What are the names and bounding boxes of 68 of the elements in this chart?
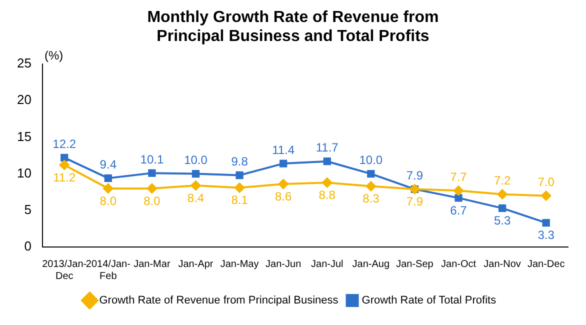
point xyxy=(498,204,506,212)
data-label: 6.7 xyxy=(450,203,468,218)
x-tick-label: Jan-Sep xyxy=(396,258,434,270)
data-label: 7.0 xyxy=(538,175,555,190)
data-label: 8.6 xyxy=(274,189,292,204)
data-label: 12.2 xyxy=(52,137,76,152)
point xyxy=(323,158,331,166)
legend-label: Growth Rate of Total Profits xyxy=(362,294,497,307)
x-tick-label: Jan-Aug xyxy=(352,258,390,270)
point xyxy=(367,170,375,178)
data-label: 7.7 xyxy=(450,170,468,184)
point xyxy=(322,178,332,188)
point xyxy=(104,174,112,182)
chart-title: Monthly Growth Rate of Revenue from Principal Business and Total Profits xyxy=(146,8,440,46)
x-tick-label: 2014/Jan-Feb xyxy=(86,258,130,282)
point xyxy=(59,160,70,170)
point xyxy=(366,181,376,192)
point xyxy=(497,189,508,200)
data-label: 9.8 xyxy=(231,154,248,169)
x-tick-label: Jan-Jul xyxy=(311,258,344,270)
data-label: 7.9 xyxy=(406,194,424,208)
data-label: 10.0 xyxy=(359,153,383,168)
point xyxy=(146,183,157,194)
data-label: 8.0 xyxy=(144,194,161,208)
point xyxy=(148,169,156,177)
point xyxy=(454,194,462,202)
point xyxy=(278,179,288,190)
point xyxy=(542,219,550,227)
data-label: 11.2 xyxy=(53,170,76,184)
legend-label: Growth Rate of Revenue from Principal Business xyxy=(99,294,339,307)
x-tick-label: Jan-Apr xyxy=(178,258,214,270)
point xyxy=(454,186,464,196)
x-tick-label: Jan-Dec xyxy=(527,258,565,270)
y-tick-label: 15 xyxy=(16,128,32,144)
point xyxy=(236,171,244,180)
data-label: 7.2 xyxy=(494,174,511,188)
point xyxy=(541,190,552,201)
data-label: 10.0 xyxy=(184,153,208,168)
point xyxy=(190,180,201,191)
data-label: 8.0 xyxy=(100,194,117,208)
data-label: 8.8 xyxy=(318,188,336,202)
data-label: 10.1 xyxy=(140,152,164,166)
x-tick-label: Jan-Oct xyxy=(441,258,476,270)
y-tick-label: 20 xyxy=(16,92,32,108)
y-tick-label: 5 xyxy=(24,202,32,217)
point xyxy=(103,183,114,194)
data-label: 8.4 xyxy=(187,190,204,205)
x-tick-label: Jan-Mar xyxy=(134,258,171,270)
data-label: 8.1 xyxy=(231,193,248,208)
point xyxy=(234,182,245,193)
point xyxy=(192,170,200,178)
data-label: 5.3 xyxy=(494,214,511,228)
data-label: 7.9 xyxy=(406,168,424,182)
x-tick-label: Jan-Jun xyxy=(266,258,302,270)
point xyxy=(60,154,68,162)
y-tick-label: 25 xyxy=(16,56,32,71)
data-label: 11.7 xyxy=(316,140,339,155)
data-label: 9.4 xyxy=(100,158,117,172)
y-tick-label: 0 xyxy=(24,238,32,254)
point xyxy=(280,160,288,168)
x-tick-label: Jan-Nov xyxy=(484,258,521,270)
x-tick-label: Jan-May xyxy=(220,258,259,270)
y-axis-title: (%) xyxy=(44,48,64,62)
data-label: 3.3 xyxy=(538,228,555,242)
x-tick-label: 2013/Jan-Dec xyxy=(42,258,87,282)
y-tick-label: 10 xyxy=(16,165,32,180)
data-label: 11.4 xyxy=(272,142,295,157)
data-label: 8.3 xyxy=(362,192,380,206)
